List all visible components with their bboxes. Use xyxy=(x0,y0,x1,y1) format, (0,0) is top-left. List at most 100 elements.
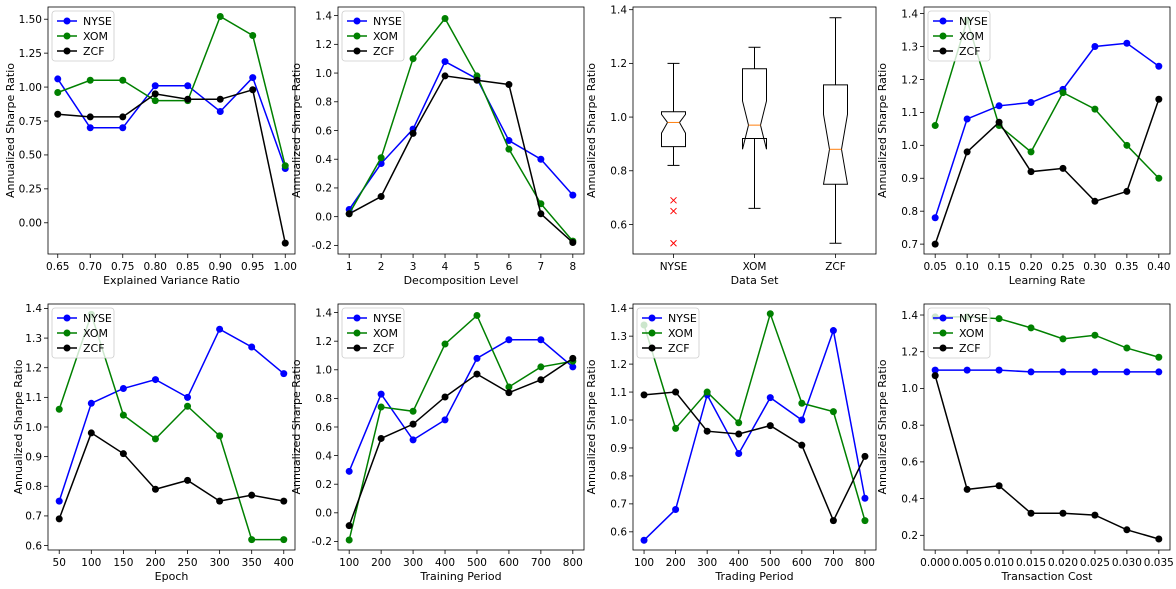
y-tick-label: 0.7 xyxy=(25,511,42,523)
outlier-marker-nyse xyxy=(670,207,677,215)
data-point-xom xyxy=(766,310,774,318)
x-tick-label: ZCF xyxy=(825,261,846,273)
data-point-xom xyxy=(248,536,256,544)
data-point-nyse xyxy=(569,363,577,371)
data-point-nyse xyxy=(963,115,971,123)
y-tick-label: 0.9 xyxy=(25,451,42,463)
y-tick-label: 0.8 xyxy=(610,471,627,483)
data-point-zcf xyxy=(119,450,127,458)
legend: NYSE XOM ZCF xyxy=(927,307,991,359)
x-tick-label: 0.000 xyxy=(920,557,950,569)
legend-marker-nyse xyxy=(353,314,361,322)
data-point-zcf xyxy=(409,129,417,137)
x-tick-label: 500 xyxy=(760,557,780,569)
plot-frame xyxy=(47,6,296,255)
box-xom xyxy=(742,68,767,150)
data-point-zcf xyxy=(1091,197,1099,205)
data-point-nyse xyxy=(931,366,939,374)
data-point-zcf xyxy=(1123,187,1131,195)
y-tick-label: 0.4 xyxy=(901,493,918,505)
data-point-xom xyxy=(703,388,711,396)
data-point-zcf xyxy=(1027,168,1035,176)
y-tick-label: 0.7 xyxy=(901,239,918,251)
data-point-zcf xyxy=(409,420,417,428)
data-point-xom xyxy=(672,424,680,432)
x-tick-label: 350 xyxy=(242,557,262,569)
legend-marker-zcf xyxy=(63,344,71,352)
data-point-xom xyxy=(54,89,62,96)
data-point-nyse xyxy=(1027,99,1035,107)
data-point-nyse xyxy=(184,82,192,90)
data-point-zcf xyxy=(1091,511,1099,519)
data-point-nyse xyxy=(249,74,257,82)
y-tick-label: 1.0 xyxy=(315,68,332,80)
legend: NYSE XOM ZCF xyxy=(927,10,991,62)
data-point-nyse xyxy=(1123,368,1131,376)
data-point-zcf xyxy=(505,81,513,89)
data-point-zcf xyxy=(995,118,1003,126)
data-point-zcf xyxy=(151,485,159,493)
y-tick-label: 0.8 xyxy=(315,393,332,405)
y-tick-label: 0.2 xyxy=(315,183,332,195)
data-point-xom xyxy=(55,405,63,413)
y-tick-label: 1.3 xyxy=(901,41,918,53)
data-point-zcf xyxy=(377,193,385,201)
legend-label-nyse: NYSE xyxy=(959,15,988,28)
data-point-zcf xyxy=(216,95,224,103)
data-point-nyse xyxy=(995,366,1003,374)
legend-label-xom: XOM xyxy=(373,327,398,340)
legend-label-nyse: NYSE xyxy=(83,15,112,28)
data-point-xom xyxy=(1123,344,1131,352)
data-point-xom xyxy=(995,315,1003,323)
data-point-xom xyxy=(345,536,353,544)
y-tick-label: 1.4 xyxy=(610,303,627,315)
x-tick-label: 300 xyxy=(697,557,717,569)
x-tick-label: 100 xyxy=(339,557,359,569)
series-line-zcf xyxy=(934,98,1160,245)
data-point-xom xyxy=(537,363,545,371)
data-point-zcf xyxy=(473,370,481,378)
data-point-nyse xyxy=(1155,368,1163,376)
chart-panel-5: 0.6 0.7 0.8 0.9 1.0 1.1 1.2 1.3 1.4 50 100 150 200 25… xyxy=(12,303,296,583)
x-axis-label: Trading Period xyxy=(714,570,793,583)
y-tick-label: 0.9 xyxy=(901,173,918,185)
y-tick-label: 1.4 xyxy=(610,4,627,16)
data-point-nyse xyxy=(505,137,513,145)
data-point-xom xyxy=(861,517,869,525)
y-tick-label: 0.8 xyxy=(610,166,627,178)
data-point-xom xyxy=(1027,324,1035,332)
legend-label-zcf: ZCF xyxy=(83,342,105,355)
y-tick-label: 1.1 xyxy=(610,387,627,399)
data-point-nyse xyxy=(931,214,939,222)
x-tick-label: 0.15 xyxy=(987,261,1010,273)
series-line-xom xyxy=(643,311,866,521)
y-tick-label: -0.2 xyxy=(312,536,333,548)
y-tick-label: 0.2 xyxy=(315,479,332,491)
series-line-xom xyxy=(57,15,286,166)
data-point-zcf xyxy=(184,95,192,103)
data-point-zcf xyxy=(248,491,256,499)
y-tick-label: 0.8 xyxy=(901,420,918,432)
legend-marker-nyse xyxy=(63,314,71,322)
data-point-nyse xyxy=(640,536,648,544)
legend-label-xom: XOM xyxy=(959,327,984,340)
y-tick-label: 1.2 xyxy=(315,336,332,348)
data-point-zcf xyxy=(1059,509,1067,517)
x-tick-label: 0.030 xyxy=(1112,557,1142,569)
x-tick-label: 0.70 xyxy=(79,261,102,273)
y-tick-label: 1.4 xyxy=(315,10,332,22)
y-tick-label: 1.50 xyxy=(19,14,42,26)
legend: NYSE XOM ZCF xyxy=(51,307,115,359)
data-point-nyse xyxy=(1059,368,1067,376)
data-point-zcf xyxy=(569,239,577,247)
x-axis-label: Learning Rate xyxy=(1009,274,1086,287)
x-tick-label: 1.00 xyxy=(274,261,297,273)
y-tick-label: 1.3 xyxy=(25,333,42,345)
data-point-nyse xyxy=(829,327,837,335)
outlier-marker-nyse xyxy=(670,239,677,247)
y-tick-label: 0.6 xyxy=(610,527,627,539)
x-tick-label: 0.75 xyxy=(111,261,134,273)
x-tick-label: 0.95 xyxy=(241,261,264,273)
x-tick-label: 800 xyxy=(563,557,583,569)
y-tick-label: 0.2 xyxy=(901,530,918,542)
